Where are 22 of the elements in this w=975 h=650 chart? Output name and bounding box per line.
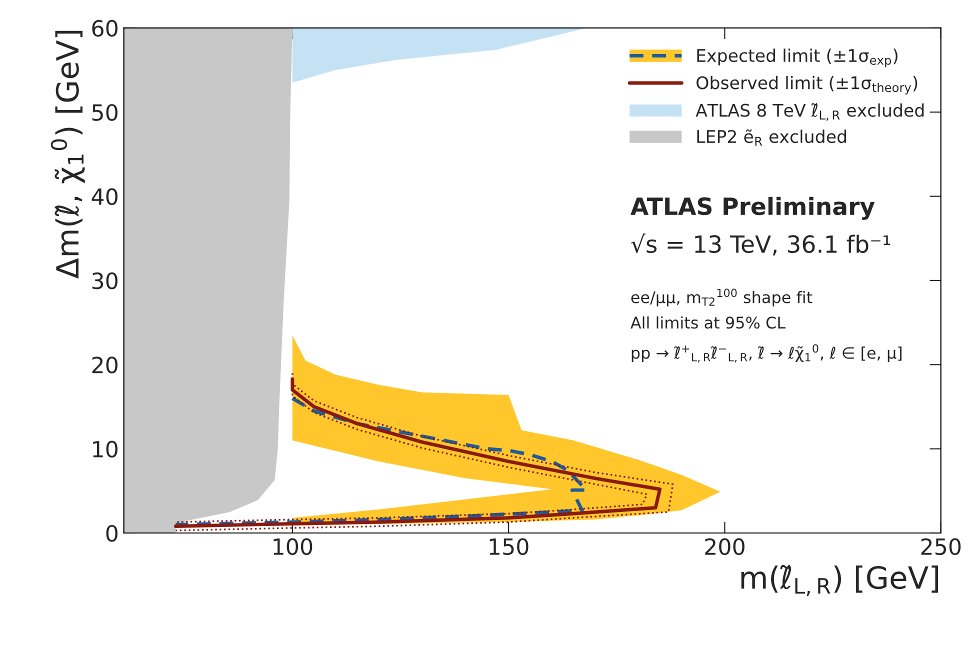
annotation: ee/μμ, m$_{T2}$$^{100}$ shape fit — [631, 288, 812, 306]
y-tick-label: 60 — [92, 20, 118, 37]
y-tick-label: 50 — [92, 104, 118, 121]
annotation: All limits at 95% CL — [630, 316, 786, 329]
text: pp → ℓ̃$^{+}$$_{L,R}$ℓ̃$^{−}$$_{L,R}$, ℓ̃ → ℓχ̃$_{1}$$^{0}$, ℓ ∈ [e, μ] — [632, 344, 902, 363]
y-tick-label: 40 — [92, 188, 118, 206]
y-tick-label: 10 — [93, 440, 118, 458]
y-tick-label: 20 — [92, 356, 118, 374]
x-axis-title: m(ℓ̃$_{L,R}$) [GeV] — [741, 564, 938, 596]
x-tick-label: 250 — [921, 538, 961, 556]
y-tick-label: 0 — [106, 524, 118, 542]
legend-label: Expected limit (±1σ$_{exp}$) — [697, 48, 898, 68]
y-tick-label: 30 — [92, 272, 118, 290]
annotation: √s = 13 TeV, 36.1 fb⁻¹ — [631, 234, 890, 256]
legend-label: Observed limit (±1σ$_{theory}$) — [696, 76, 918, 94]
x-tick-label: 150 — [490, 538, 528, 556]
legend-label: ATLAS 8 TeV ℓ̃$_{L,R}$ excluded — [696, 103, 924, 121]
y-axis-title: Δm(ℓ̃, χ̃$_{1}$$^{0}$) [GeV] — [50, 30, 85, 279]
x-tick-label: 100 — [274, 538, 312, 556]
annotation: ATLAS Preliminary — [630, 196, 875, 220]
x-tick-label: 200 — [705, 538, 744, 556]
legend-label: LEP2 ẽ$_{R}$ excluded — [697, 129, 846, 146]
